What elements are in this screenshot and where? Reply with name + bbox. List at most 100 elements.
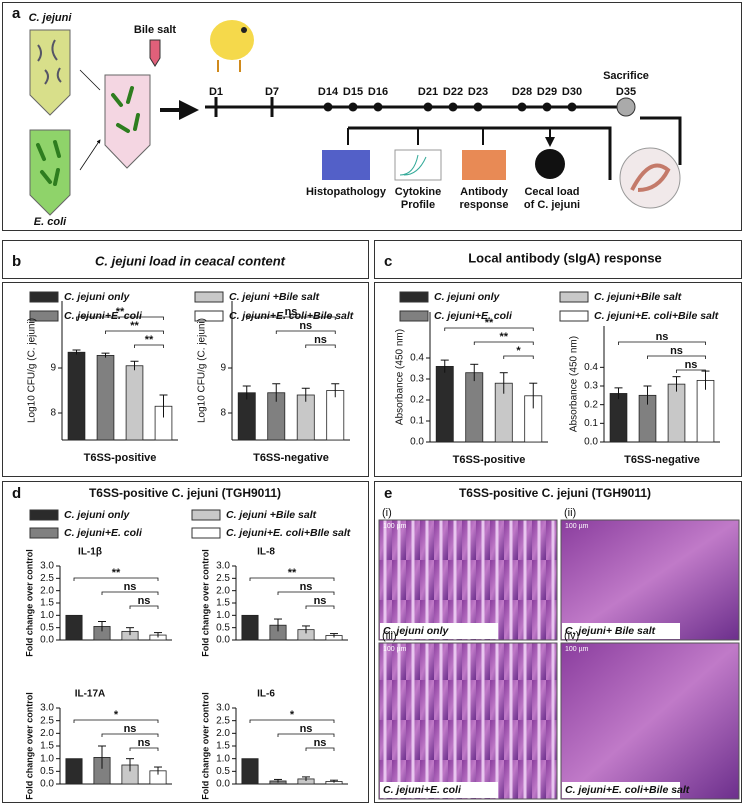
sig-bracket <box>275 330 336 334</box>
y-tick-label: 9 <box>220 363 226 374</box>
sig-label: ns <box>300 723 313 735</box>
plate-icon <box>535 149 565 179</box>
y-tick-label: 2.5 <box>40 573 54 584</box>
y-tick-label: 0.4 <box>410 353 424 364</box>
bar <box>65 758 83 785</box>
scale-bar: 100 µm <box>383 646 407 653</box>
sig-label: ** <box>145 334 154 346</box>
arrow <box>347 128 550 145</box>
sig-bracket <box>134 344 164 348</box>
chart-title: IL-1β <box>78 547 102 558</box>
sig-label: ** <box>112 567 121 579</box>
legend-swatch <box>29 527 59 539</box>
day-label: D16 <box>368 86 388 98</box>
y-tick-label: 2.5 <box>40 715 54 726</box>
image-caption: C. jejuni+ Bile salt <box>565 625 656 637</box>
y-tick-label: 8 <box>50 408 56 419</box>
caption-box <box>380 782 498 798</box>
y-tick-label: 2.5 <box>216 715 230 726</box>
y-tick-label: 1.5 <box>40 741 54 752</box>
y-tick-label: 2.0 <box>216 585 230 596</box>
sig-label: ns <box>656 331 669 343</box>
sig-bracket <box>676 369 706 373</box>
legend-swatch <box>29 509 59 521</box>
loop-line <box>348 126 612 180</box>
timeline-dot <box>423 102 433 112</box>
caption-box <box>380 623 498 639</box>
chick-legs <box>217 60 241 72</box>
day-label: D23 <box>468 86 488 98</box>
sig-bracket <box>101 733 159 737</box>
image-index: (iv) <box>564 630 579 642</box>
error-bar <box>126 758 134 772</box>
sig-label: * <box>516 345 521 357</box>
scale-bar: 100 µm <box>565 523 589 530</box>
sig-label: ns <box>138 595 151 607</box>
y-tick-label: 0.0 <box>410 437 424 448</box>
sig-label: * <box>114 709 119 721</box>
bar <box>241 614 259 641</box>
panel-border <box>374 240 742 279</box>
sig-bracket <box>73 719 159 723</box>
output-label: Cytokine <box>395 186 441 198</box>
sig-label: ns <box>314 334 327 346</box>
output-label: of C. jejuni <box>524 199 580 211</box>
image-index: (iii) <box>382 630 397 642</box>
sacrifice-label: Sacrifice <box>603 70 649 82</box>
error-bar <box>470 363 479 382</box>
legend-swatch <box>559 310 589 322</box>
x-axis-label: T6SS-positive <box>84 452 157 464</box>
sig-label: ** <box>116 306 125 318</box>
legend-label: C. jejuni +Bile salt <box>226 509 317 521</box>
sig-label: ns <box>314 737 327 749</box>
intestine-shape <box>630 163 671 192</box>
error-bar <box>672 376 681 392</box>
bacteria <box>37 39 62 85</box>
panel-title: Local antibody (sIgA) response <box>468 250 662 265</box>
legend-label: C. jejuni+Bile salt <box>594 291 682 303</box>
error-bar <box>330 779 338 783</box>
timeline-dot <box>373 102 383 112</box>
x-axis-label: T6SS-positive <box>453 454 526 466</box>
timeline-dot <box>517 102 527 112</box>
error-bar <box>440 359 449 373</box>
timeline-tick <box>214 97 274 117</box>
legend-swatch <box>29 310 59 322</box>
y-tick-label: 1.0 <box>40 610 54 621</box>
legend-label: C. jejuni +Bile salt <box>229 291 320 303</box>
timeline-dot <box>448 102 458 112</box>
y-tick-label: 3.0 <box>216 703 230 714</box>
error-bar <box>126 627 134 636</box>
timeline-dot <box>323 102 333 112</box>
image-caption: C. jejuni+E. coli+Bile salt <box>565 784 690 796</box>
tube <box>104 74 151 169</box>
elisa-icon <box>462 150 506 180</box>
sig-bracket <box>503 355 534 359</box>
sig-label: ** <box>485 317 494 329</box>
chart-title: IL-17A <box>75 689 106 700</box>
dropper <box>149 39 161 67</box>
micrograph <box>378 642 558 800</box>
micrograph <box>560 642 740 800</box>
legend-label: C. jejuni+E. coli <box>434 310 513 322</box>
error-bar <box>72 349 81 355</box>
legend-label: C. jejuni+E. coli+Bile salt <box>594 310 719 322</box>
y-axis-label: Absorbance (450 nm) <box>569 336 580 432</box>
y-tick-label: 0.1 <box>584 418 598 429</box>
sig-bracket <box>277 591 335 595</box>
y-tick-label: 0.5 <box>216 766 230 777</box>
error-bar <box>159 394 168 418</box>
error-bar <box>643 385 652 405</box>
y-tick-label: 1.0 <box>216 753 230 764</box>
sig-bracket <box>73 577 159 581</box>
y-tick-label: 2.0 <box>40 585 54 596</box>
y-axis-label: Absorbance (450 nm) <box>395 329 406 425</box>
y-axis-label: Fold change over control <box>24 549 34 657</box>
panel-label: b <box>12 253 21 270</box>
y-tick-label: 0.2 <box>584 399 598 410</box>
sig-bracket <box>473 341 534 345</box>
curves <box>399 154 427 176</box>
panel-label: e <box>384 485 392 502</box>
sig-label: ns <box>299 320 312 332</box>
end-day-label: D35 <box>616 86 636 98</box>
